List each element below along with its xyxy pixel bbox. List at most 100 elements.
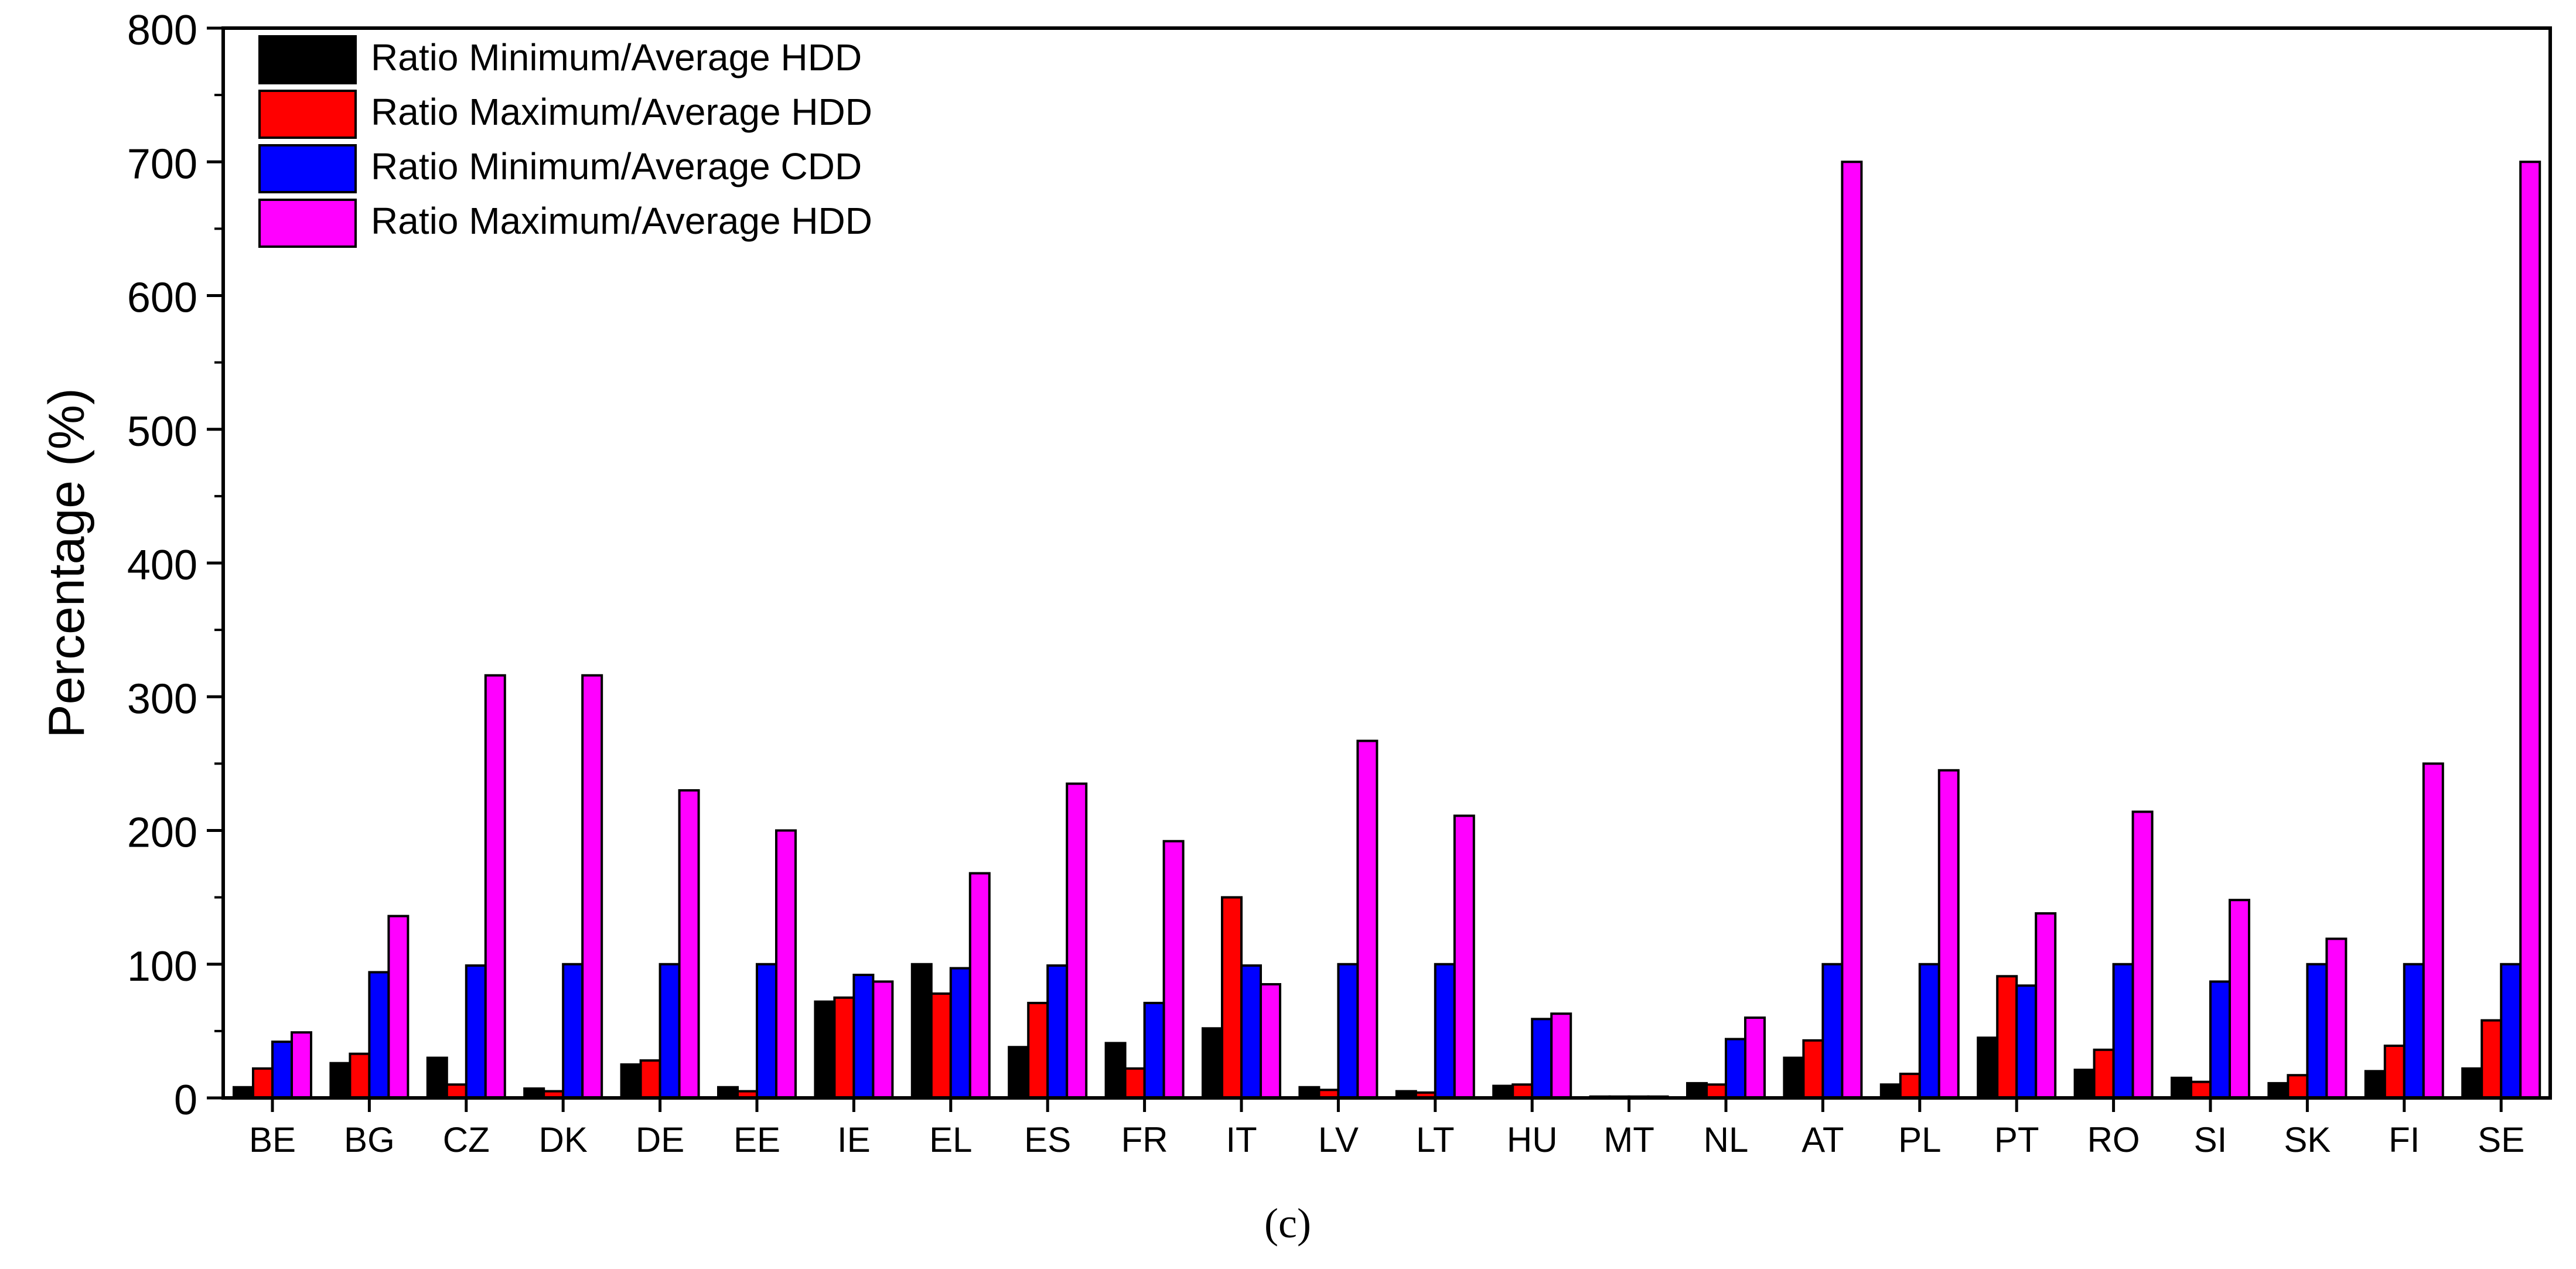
bar-lv-series-4 [1356,739,1379,1099]
bar-lt-series-3 [1434,963,1456,1099]
bar-ee-series-3 [756,963,777,1099]
bar-ee-series-4 [775,829,797,1099]
bar-be-series-2 [252,1067,274,1100]
x-tick-label-de: DE [636,1120,684,1159]
bar-at-series-4 [1841,161,1863,1099]
bar-el-series-2 [930,992,952,1099]
bar-hu-series-2 [1512,1083,1534,1100]
x-tick-label-si: SI [2194,1120,2227,1159]
bar-fi-series-3 [2403,963,2425,1099]
legend-label-1: Ratio Minimum/Average HDD [371,36,862,79]
y-tick-label: 600 [127,275,197,322]
x-tick-label-bg: BG [344,1120,395,1159]
bar-ie-series-1 [814,1000,836,1100]
bar-se-series-4 [2519,161,2541,1099]
bar-el-series-3 [949,967,971,1100]
bar-dk-series-3 [562,963,584,1099]
x-tick-label-mt: MT [1603,1120,1654,1159]
y-axis-ticks: 0 100 200 300 400 500 600 700 800 [127,7,223,1124]
bar-pt-series-2 [1996,975,2018,1099]
x-tick-label-el: EL [929,1120,972,1159]
x-tick-label-lt: LT [1416,1120,1455,1159]
bar-fr-series-3 [1143,1001,1165,1099]
bar-fr-series-4 [1162,840,1185,1099]
x-tick-label-lv: LV [1318,1120,1359,1159]
bar-lv-series-3 [1337,963,1359,1099]
bar-bg-series-4 [387,915,410,1099]
bar-ie-series-3 [852,974,875,1100]
bar-hu-series-4 [1550,1012,1572,1100]
bar-si-series-1 [2171,1076,2192,1099]
bar-lt-series-4 [1453,814,1475,1099]
x-tick-label-se: SE [2478,1120,2524,1159]
bar-sk-series-1 [2267,1082,2290,1099]
y-tick-label: 200 [127,810,197,857]
bar-pl-series-1 [1879,1083,1902,1100]
bar-fr-series-2 [1124,1067,1146,1100]
bar-el-series-4 [968,872,991,1100]
bar-fr-series-1 [1104,1042,1127,1099]
bar-ro-series-1 [2073,1069,2096,1100]
bar-ro-series-4 [2131,810,2154,1100]
bar-de-series-2 [639,1059,661,1099]
y-tick-label: 500 [127,408,197,455]
x-tick-label-fr: FR [1121,1120,1168,1159]
bar-at-series-3 [1821,963,1844,1099]
y-axis-label: Percentage (%) [39,388,95,738]
legend-label-4: Ratio Maximum/Average HDD [371,200,872,242]
x-tick-label-es: ES [1024,1120,1071,1159]
bar-es-series-4 [1066,782,1088,1100]
x-tick-label-pl: PL [1898,1120,1941,1159]
bar-nl-series-3 [1725,1038,1746,1099]
bar-bg-series-2 [349,1052,371,1099]
bar-pt-series-3 [2015,984,2038,1100]
legend-swatch-1 [258,35,357,84]
bar-pl-series-4 [1937,769,1960,1099]
x-axis-ticks: BE BG CZ DK DE EE IE EL ES FR IT LV LT HU MT NL AT PL PT RO… [249,1098,2524,1159]
x-tick-label-ro: RO [2087,1120,2140,1159]
bar-ie-series-2 [833,996,855,1099]
bar-at-series-2 [1802,1039,1824,1100]
x-tick-label-at: AT [1802,1120,1844,1159]
bar-sk-series-4 [2325,937,2348,1099]
bar-cz-series-3 [465,964,487,1099]
bar-it-series-4 [1260,983,1281,1100]
x-tick-label-be: BE [249,1120,296,1159]
bar-dk-series-4 [581,674,603,1099]
x-tick-label-ee: EE [733,1120,780,1159]
bar-be-series-4 [291,1031,312,1099]
bar-pt-series-4 [2035,912,2057,1099]
legend-label-2: Ratio Maximum/Average HDD [371,91,872,133]
bar-si-series-2 [2190,1080,2212,1099]
bar-pl-series-2 [1899,1072,1921,1100]
y-tick-label: 800 [127,7,197,54]
bar-es-series-2 [1027,1001,1049,1099]
x-tick-label-fi: FI [2389,1120,2420,1159]
bar-si-series-3 [2209,980,2231,1099]
bar-de-series-3 [658,963,681,1099]
bar-it-series-2 [1221,896,1243,1099]
bar-se-series-3 [2500,963,2522,1099]
x-tick-label-nl: NL [1704,1120,1749,1159]
bar-hu-series-1 [1492,1084,1514,1100]
bar-de-series-1 [620,1063,642,1099]
x-tick-label-sk: SK [2284,1120,2331,1159]
x-tick-label-hu: HU [1507,1120,1558,1159]
bar-fi-series-1 [2364,1070,2386,1099]
legend-swatch-3 [258,144,357,193]
bar-de-series-4 [678,789,700,1099]
bar-it-series-3 [1240,964,1262,1099]
x-tick-label-cz: CZ [443,1120,490,1159]
bar-it-series-1 [1202,1027,1223,1100]
bar-el-series-1 [910,963,933,1099]
bar-at-series-1 [1783,1056,1805,1100]
legend-label-3: Ratio Minimum/Average CDD [371,145,862,187]
bar-fi-series-4 [2422,762,2444,1099]
y-tick-label: 300 [127,676,197,722]
bar-sk-series-3 [2306,963,2328,1099]
bar-es-series-1 [1008,1046,1030,1100]
x-tick-label-ie: IE [837,1120,871,1159]
plot-frame [221,26,2552,1100]
figure-caption: (c) [1264,1200,1311,1247]
